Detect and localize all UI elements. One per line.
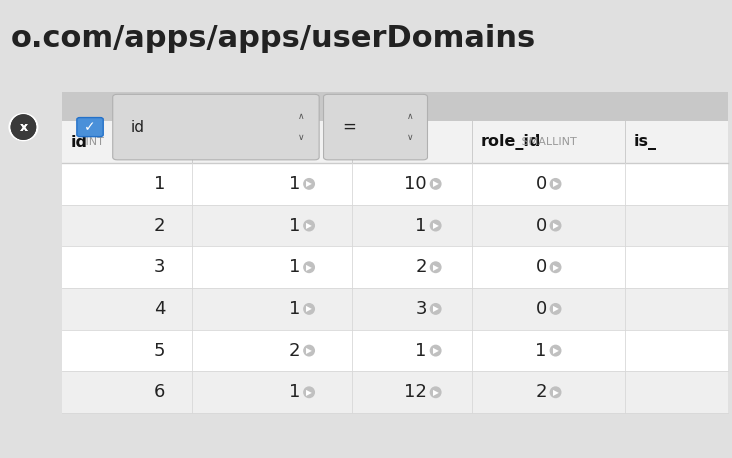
Text: 3: 3 <box>415 300 427 318</box>
Ellipse shape <box>550 344 561 356</box>
Text: id: id <box>130 120 144 135</box>
Ellipse shape <box>550 386 561 398</box>
Text: 0: 0 <box>536 258 547 276</box>
Text: 2: 2 <box>154 217 165 234</box>
FancyBboxPatch shape <box>62 92 728 163</box>
Ellipse shape <box>430 178 441 190</box>
Text: ▶: ▶ <box>433 305 438 313</box>
Text: ▶: ▶ <box>306 180 312 188</box>
Text: 2: 2 <box>535 383 547 401</box>
Text: x: x <box>19 120 28 134</box>
Text: 3: 3 <box>154 258 165 276</box>
Text: 1: 1 <box>416 217 427 234</box>
FancyBboxPatch shape <box>62 246 728 288</box>
Text: x: x <box>19 120 28 134</box>
Text: 4: 4 <box>154 300 165 318</box>
FancyBboxPatch shape <box>113 94 319 160</box>
Text: ∨: ∨ <box>298 133 305 142</box>
FancyBboxPatch shape <box>62 330 728 371</box>
Text: 1: 1 <box>416 342 427 360</box>
FancyBboxPatch shape <box>324 94 427 160</box>
Text: 12: 12 <box>404 383 427 401</box>
Text: ▶: ▶ <box>306 221 312 230</box>
Text: domain_id: domain_id <box>201 134 293 150</box>
Ellipse shape <box>430 303 441 315</box>
Ellipse shape <box>550 178 561 190</box>
Ellipse shape <box>10 114 37 140</box>
Text: ▶: ▶ <box>306 346 312 355</box>
Text: ▶: ▶ <box>306 263 312 272</box>
Text: INT: INT <box>81 137 103 147</box>
Text: 1: 1 <box>154 175 165 193</box>
Text: ▶: ▶ <box>433 263 438 272</box>
Text: 0: 0 <box>536 217 547 234</box>
Text: ▶: ▶ <box>553 305 559 313</box>
FancyBboxPatch shape <box>77 118 103 136</box>
Text: 10: 10 <box>404 175 427 193</box>
Ellipse shape <box>303 386 315 398</box>
FancyBboxPatch shape <box>62 288 728 330</box>
Text: INT: INT <box>397 137 419 147</box>
Ellipse shape <box>303 344 315 356</box>
Text: ▶: ▶ <box>306 388 312 397</box>
Text: 0: 0 <box>536 175 547 193</box>
Text: is_: is_ <box>634 134 657 150</box>
Text: 5: 5 <box>154 342 165 360</box>
Text: o.com/apps/apps/userDomains: o.com/apps/apps/userDomains <box>11 24 537 54</box>
Text: ∨: ∨ <box>406 133 414 142</box>
Ellipse shape <box>550 219 561 231</box>
Ellipse shape <box>430 344 441 356</box>
Text: 1: 1 <box>289 258 300 276</box>
Ellipse shape <box>430 386 441 398</box>
Ellipse shape <box>303 303 315 315</box>
Ellipse shape <box>10 114 37 140</box>
Text: ✓: ✓ <box>84 120 96 134</box>
Text: user_id: user_id <box>361 134 425 150</box>
Text: ∧: ∧ <box>406 112 414 121</box>
Text: 0: 0 <box>536 300 547 318</box>
Text: 1: 1 <box>289 175 300 193</box>
Text: SMALLINT: SMALLINT <box>248 137 307 147</box>
Text: ▶: ▶ <box>553 346 559 355</box>
FancyBboxPatch shape <box>62 121 728 163</box>
FancyBboxPatch shape <box>62 371 728 413</box>
FancyBboxPatch shape <box>62 163 728 205</box>
Ellipse shape <box>550 261 561 273</box>
Text: SMALLINT: SMALLINT <box>518 137 576 147</box>
Ellipse shape <box>8 113 39 141</box>
Text: 1: 1 <box>289 383 300 401</box>
FancyBboxPatch shape <box>62 121 728 413</box>
Text: ∧: ∧ <box>298 112 305 121</box>
Text: 6: 6 <box>154 383 165 401</box>
FancyBboxPatch shape <box>62 205 728 246</box>
Text: 2: 2 <box>415 258 427 276</box>
Ellipse shape <box>303 219 315 231</box>
Text: 1: 1 <box>289 300 300 318</box>
Text: =: = <box>343 118 356 136</box>
Ellipse shape <box>303 178 315 190</box>
Text: ▶: ▶ <box>433 346 438 355</box>
Text: ▶: ▶ <box>433 180 438 188</box>
Text: id: id <box>71 135 88 150</box>
Ellipse shape <box>430 219 441 231</box>
Text: ▶: ▶ <box>433 388 438 397</box>
Ellipse shape <box>550 303 561 315</box>
Text: role_id: role_id <box>481 134 541 150</box>
Text: ▶: ▶ <box>553 180 559 188</box>
Text: 2: 2 <box>289 342 300 360</box>
Text: ▶: ▶ <box>553 388 559 397</box>
Text: ▶: ▶ <box>553 221 559 230</box>
Ellipse shape <box>303 261 315 273</box>
Text: 1: 1 <box>289 217 300 234</box>
Ellipse shape <box>430 261 441 273</box>
Text: ▶: ▶ <box>306 305 312 313</box>
Text: ▶: ▶ <box>433 221 438 230</box>
Text: 1: 1 <box>535 342 547 360</box>
Text: ▶: ▶ <box>553 263 559 272</box>
